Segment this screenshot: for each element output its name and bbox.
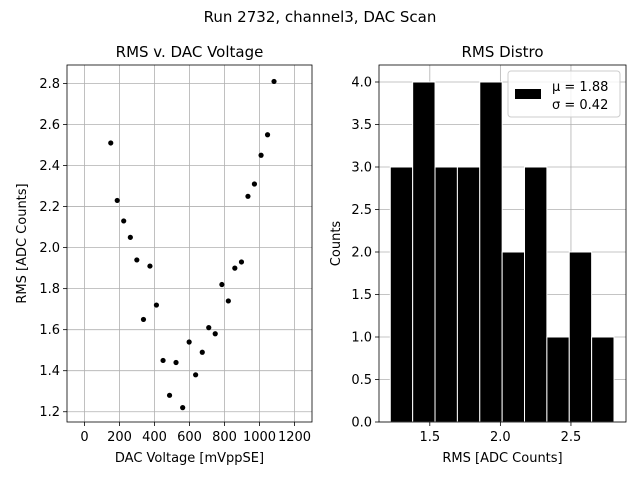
- histogram-xlabel: RMS [ADC Counts]: [442, 451, 562, 466]
- scatter-xtick-label: 600: [177, 430, 202, 445]
- legend-box: [507, 70, 621, 118]
- scatter-point: [180, 405, 186, 411]
- scatter-ticks: 0 200 400 600 800 1000 1200 1.2 1.4 1.6 1.8 2.0 2.2 2…: [39, 77, 311, 445]
- histogram-axes-frame: [378, 64, 627, 423]
- scatter-ytick-label: 1.8: [39, 282, 60, 297]
- scatter-point: [160, 357, 166, 364]
- histogram-bar: [412, 81, 436, 423]
- scatter-ytick-label: 1.2: [39, 405, 60, 420]
- histogram-bar: [389, 166, 414, 423]
- scatter-title: RMS v. DAC Voltage: [116, 43, 264, 61]
- scatter-xlabel: DAC Voltage [mVppSE]: [115, 451, 264, 466]
- scatter-point: [219, 281, 225, 288]
- histogram-bar: [524, 166, 548, 423]
- scatter-point: [245, 193, 251, 199]
- histogram-xtick-label: 2.0: [490, 430, 511, 445]
- scatter-point: [258, 152, 264, 158]
- scatter-ytick-label: 2.8: [39, 77, 60, 92]
- scatter-ytick-label: 2.6: [39, 118, 60, 133]
- scatter-point: [127, 234, 133, 240]
- scatter-point: [140, 316, 147, 323]
- histogram-panel: RMS Distro 1.5 2.0 2.5 0.0 0.5 1.0 1.5 2.0 2.5 3.…: [329, 43, 627, 466]
- legend-swatch: [515, 89, 541, 99]
- scatter-grid: [67, 65, 312, 422]
- histogram-ytick-label: 0.0: [351, 416, 372, 431]
- scatter-point: [121, 218, 127, 224]
- scatter-xtick-label: 1200: [278, 430, 311, 445]
- scatter-point: [186, 339, 192, 345]
- histogram-xtick-label: 1.5: [419, 430, 440, 445]
- scatter-ytick-label: 2.2: [39, 200, 60, 215]
- histogram-legend: μ = 1.88 σ = 0.42: [507, 70, 621, 118]
- scatter-ytick-label: 1.6: [39, 323, 60, 338]
- histogram-ytick-label: 4.0: [351, 76, 372, 91]
- scatter-points: [108, 78, 277, 411]
- scatter-xtick-label: 400: [142, 430, 167, 445]
- histogram-bar: [479, 81, 503, 423]
- scatter-ytick-label: 1.4: [39, 364, 60, 379]
- histogram-ytick-label: 0.5: [351, 373, 372, 388]
- histogram-bar: [434, 166, 458, 423]
- histogram-bar: [568, 251, 593, 423]
- figure-suptitle: Run 2732, channel3, DAC Scan: [204, 8, 437, 26]
- histogram-ytick-label: 2.0: [351, 246, 372, 261]
- histogram-bar: [591, 336, 615, 423]
- scatter-xtick-label: 0: [80, 430, 88, 445]
- histogram-ytick-label: 3.5: [351, 118, 372, 133]
- scatter-point: [206, 325, 212, 331]
- histogram-bar: [501, 251, 526, 423]
- scatter-point: [114, 197, 120, 204]
- scatter-point: [238, 259, 245, 265]
- histogram-xtick-label: 2.5: [561, 430, 582, 445]
- histogram-bar: [546, 336, 570, 423]
- scatter-point: [134, 257, 140, 263]
- scatter-point: [147, 263, 153, 269]
- scatter-xtick-label: 200: [107, 430, 132, 445]
- histogram-ylabel: Counts: [329, 221, 344, 267]
- scatter-point: [225, 298, 231, 304]
- scatter-point: [199, 349, 205, 355]
- scatter-point: [264, 132, 271, 138]
- histogram-ytick-label: 1.0: [351, 331, 372, 346]
- scatter-xtick-label: 1000: [243, 430, 276, 445]
- scatter-point: [232, 265, 238, 271]
- scatter-point: [166, 392, 173, 398]
- histogram-ytick-label: 2.5: [351, 203, 372, 218]
- scatter-panel: RMS v. DAC Voltage 0 200 400 600 800 1000 1200…: [15, 43, 313, 466]
- scatter-point: [153, 302, 160, 308]
- scatter-ytick-label: 2.0: [39, 241, 60, 256]
- legend-entry-sigma: σ = 0.42: [552, 98, 608, 113]
- scatter-point: [173, 359, 179, 366]
- legend-entry-mean: μ = 1.88: [552, 80, 608, 95]
- histogram-title: RMS Distro: [461, 43, 543, 61]
- scatter-point: [251, 181, 258, 187]
- scatter-point: [212, 331, 218, 337]
- histogram-bar: [456, 166, 481, 423]
- scatter-ylabel: RMS [ADC Counts]: [15, 183, 30, 303]
- scatter-point: [193, 372, 199, 378]
- scatter-point: [108, 140, 114, 146]
- histogram-ticks: 1.5 2.0 2.5 0.0 0.5 1.0 1.5 2.0 2.5 3.0 3.5 4.0: [351, 76, 581, 446]
- scatter-point: [271, 78, 277, 85]
- scatter-xtick-label: 800: [212, 430, 237, 445]
- histogram-bars: [389, 81, 615, 423]
- histogram-ytick-label: 3.0: [351, 161, 372, 176]
- histogram-ytick-label: 1.5: [351, 288, 372, 303]
- scatter-ytick-label: 2.4: [39, 159, 60, 174]
